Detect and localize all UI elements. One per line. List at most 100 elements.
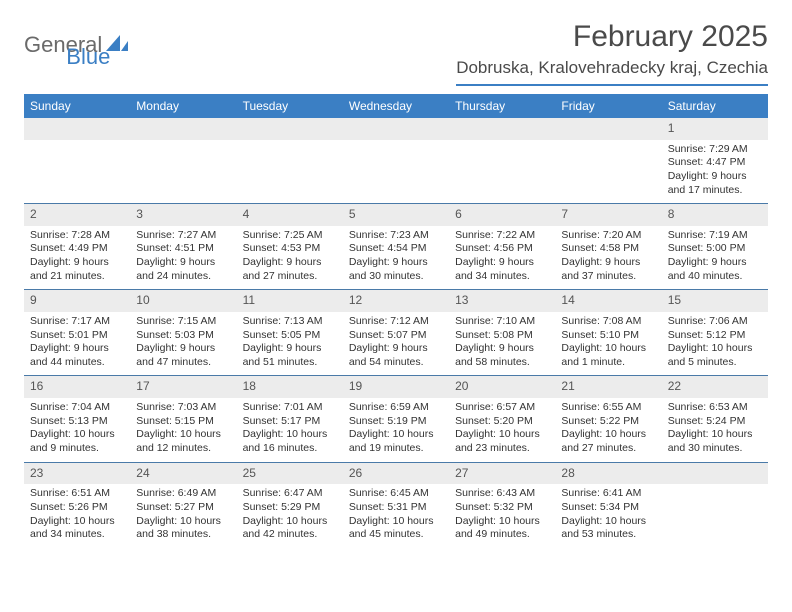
weekday-header: Saturday — [662, 94, 768, 118]
sunset-text: Sunset: 5:05 PM — [243, 329, 337, 343]
sunrise-text: Sunrise: 7:01 AM — [243, 401, 337, 415]
daylight-text: Daylight: 10 hours and 16 minutes. — [243, 428, 337, 455]
sunrise-text: Sunrise: 6:47 AM — [243, 487, 337, 501]
day-info-cell: Sunrise: 7:27 AMSunset: 4:51 PMDaylight:… — [130, 226, 236, 290]
daylight-text: Daylight: 10 hours and 12 minutes. — [136, 428, 230, 455]
daylight-text: Daylight: 10 hours and 9 minutes. — [30, 428, 124, 455]
day-number-cell: 17 — [130, 376, 236, 398]
sunset-text: Sunset: 5:24 PM — [668, 415, 762, 429]
sunrise-text: Sunrise: 6:59 AM — [349, 401, 443, 415]
weekday-header: Sunday — [24, 94, 130, 118]
day-info-cell: Sunrise: 6:59 AMSunset: 5:19 PMDaylight:… — [343, 398, 449, 462]
day-number-cell: 20 — [449, 376, 555, 398]
title-block: February 2025 Dobruska, Kralovehradecky … — [456, 20, 768, 86]
daylight-text: Daylight: 10 hours and 23 minutes. — [455, 428, 549, 455]
day-number-cell: 15 — [662, 290, 768, 312]
sunset-text: Sunset: 5:10 PM — [561, 329, 655, 343]
sunrise-text: Sunrise: 7:15 AM — [136, 315, 230, 329]
daylight-text: Daylight: 9 hours and 30 minutes. — [349, 256, 443, 283]
title-divider — [456, 84, 768, 86]
day-number-cell — [24, 118, 130, 140]
weekday-header-row: Sunday Monday Tuesday Wednesday Thursday… — [24, 94, 768, 118]
day-number-cell — [237, 118, 343, 140]
day-info-cell: Sunrise: 7:25 AMSunset: 4:53 PMDaylight:… — [237, 226, 343, 290]
sunrise-text: Sunrise: 7:23 AM — [349, 229, 443, 243]
day-number-cell: 5 — [343, 204, 449, 226]
day-info-cell — [24, 140, 130, 204]
weekday-header: Thursday — [449, 94, 555, 118]
day-number-cell — [130, 118, 236, 140]
sunset-text: Sunset: 5:34 PM — [561, 501, 655, 515]
day-number-cell: 6 — [449, 204, 555, 226]
calendar-body: 1Sunrise: 7:29 AMSunset: 4:47 PMDaylight… — [24, 118, 768, 548]
daylight-text: Daylight: 10 hours and 45 minutes. — [349, 515, 443, 542]
sunset-text: Sunset: 5:08 PM — [455, 329, 549, 343]
sunrise-text: Sunrise: 7:20 AM — [561, 229, 655, 243]
location-text: Dobruska, Kralovehradecky kraj, Czechia — [456, 58, 768, 78]
daylight-text: Daylight: 10 hours and 19 minutes. — [349, 428, 443, 455]
day-number-cell: 14 — [555, 290, 661, 312]
day-info-cell: Sunrise: 7:19 AMSunset: 5:00 PMDaylight:… — [662, 226, 768, 290]
day-number-cell: 19 — [343, 376, 449, 398]
daylight-text: Daylight: 9 hours and 24 minutes. — [136, 256, 230, 283]
day-number-cell — [662, 462, 768, 484]
calendar-table: Sunday Monday Tuesday Wednesday Thursday… — [24, 94, 768, 548]
day-number-cell: 3 — [130, 204, 236, 226]
day-number-cell: 27 — [449, 462, 555, 484]
day-info-row: Sunrise: 7:04 AMSunset: 5:13 PMDaylight:… — [24, 398, 768, 462]
sunrise-text: Sunrise: 6:45 AM — [349, 487, 443, 501]
sunset-text: Sunset: 5:31 PM — [349, 501, 443, 515]
sunset-text: Sunset: 5:01 PM — [30, 329, 124, 343]
day-number-row: 16171819202122 — [24, 376, 768, 398]
sunset-text: Sunset: 5:27 PM — [136, 501, 230, 515]
sunrise-text: Sunrise: 7:10 AM — [455, 315, 549, 329]
day-info-row: Sunrise: 6:51 AMSunset: 5:26 PMDaylight:… — [24, 484, 768, 548]
day-info-cell: Sunrise: 6:53 AMSunset: 5:24 PMDaylight:… — [662, 398, 768, 462]
sunrise-text: Sunrise: 6:49 AM — [136, 487, 230, 501]
day-info-cell: Sunrise: 7:13 AMSunset: 5:05 PMDaylight:… — [237, 312, 343, 376]
day-info-cell: Sunrise: 7:06 AMSunset: 5:12 PMDaylight:… — [662, 312, 768, 376]
day-info-cell: Sunrise: 7:29 AMSunset: 4:47 PMDaylight:… — [662, 140, 768, 204]
sunset-text: Sunset: 5:29 PM — [243, 501, 337, 515]
sunset-text: Sunset: 4:47 PM — [668, 156, 762, 170]
daylight-text: Daylight: 9 hours and 58 minutes. — [455, 342, 549, 369]
day-info-cell — [130, 140, 236, 204]
day-info-cell: Sunrise: 6:51 AMSunset: 5:26 PMDaylight:… — [24, 484, 130, 548]
sunrise-text: Sunrise: 7:25 AM — [243, 229, 337, 243]
day-info-cell: Sunrise: 6:55 AMSunset: 5:22 PMDaylight:… — [555, 398, 661, 462]
day-number-cell: 10 — [130, 290, 236, 312]
day-number-cell — [343, 118, 449, 140]
sunset-text: Sunset: 5:17 PM — [243, 415, 337, 429]
day-number-row: 232425262728 — [24, 462, 768, 484]
sunrise-text: Sunrise: 7:03 AM — [136, 401, 230, 415]
day-info-cell — [555, 140, 661, 204]
daylight-text: Daylight: 9 hours and 27 minutes. — [243, 256, 337, 283]
sunrise-text: Sunrise: 6:51 AM — [30, 487, 124, 501]
day-info-row: Sunrise: 7:28 AMSunset: 4:49 PMDaylight:… — [24, 226, 768, 290]
day-number-row: 1 — [24, 118, 768, 140]
sunset-text: Sunset: 4:53 PM — [243, 242, 337, 256]
day-number-row: 2345678 — [24, 204, 768, 226]
day-number-cell: 7 — [555, 204, 661, 226]
sunset-text: Sunset: 5:13 PM — [30, 415, 124, 429]
sunrise-text: Sunrise: 6:43 AM — [455, 487, 549, 501]
day-number-cell: 21 — [555, 376, 661, 398]
sunset-text: Sunset: 5:12 PM — [668, 329, 762, 343]
daylight-text: Daylight: 10 hours and 27 minutes. — [561, 428, 655, 455]
daylight-text: Daylight: 10 hours and 38 minutes. — [136, 515, 230, 542]
day-number-cell: 13 — [449, 290, 555, 312]
sunrise-text: Sunrise: 7:08 AM — [561, 315, 655, 329]
weekday-header: Tuesday — [237, 94, 343, 118]
day-number-cell: 25 — [237, 462, 343, 484]
weekday-header: Friday — [555, 94, 661, 118]
daylight-text: Daylight: 10 hours and 1 minute. — [561, 342, 655, 369]
logo: General Blue — [24, 20, 110, 70]
weekday-header: Wednesday — [343, 94, 449, 118]
sunrise-text: Sunrise: 6:41 AM — [561, 487, 655, 501]
sunset-text: Sunset: 5:32 PM — [455, 501, 549, 515]
day-info-cell: Sunrise: 7:08 AMSunset: 5:10 PMDaylight:… — [555, 312, 661, 376]
month-title: February 2025 — [456, 20, 768, 54]
daylight-text: Daylight: 10 hours and 42 minutes. — [243, 515, 337, 542]
day-info-cell — [343, 140, 449, 204]
day-info-cell: Sunrise: 7:17 AMSunset: 5:01 PMDaylight:… — [24, 312, 130, 376]
